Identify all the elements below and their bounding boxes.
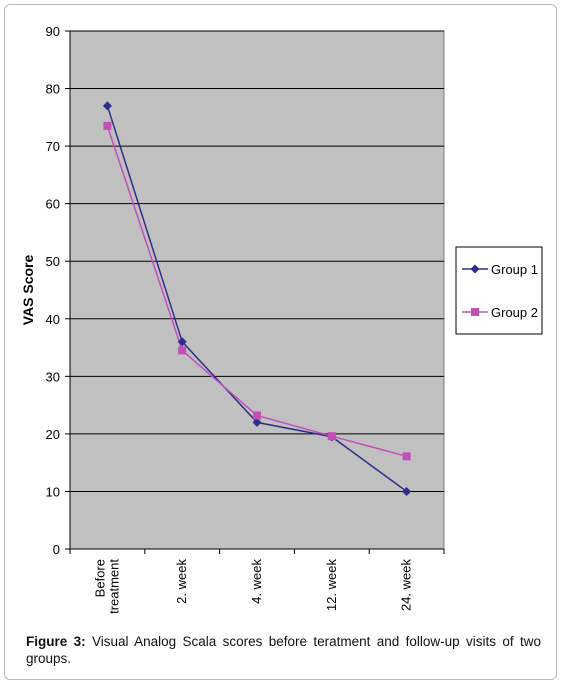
- y-tick-label: 30: [46, 369, 60, 384]
- data-point-series-1: [402, 486, 412, 496]
- line-chart: 0 10 20 30 40 50 60 70 80 90 Beforetreatment 2. wee…: [20, 24, 543, 614]
- legend-label: Group 1: [491, 262, 538, 277]
- y-tick-label: 50: [46, 254, 60, 269]
- data-point-series-2: [253, 411, 261, 420]
- data-point-series-2: [103, 121, 112, 130]
- data-point-series-1: [177, 337, 187, 347]
- plot-area: [69, 30, 445, 550]
- y-tick-label: 80: [46, 82, 60, 97]
- x-tick-label: 12. week: [324, 559, 339, 612]
- figure-caption: Figure 3: Visual Analog Scala scores bef…: [26, 633, 541, 667]
- legend-marker: [471, 308, 479, 316]
- y-axis-title: VAS Score: [20, 255, 36, 326]
- y-tick-label: 20: [46, 427, 60, 442]
- y-tick-label: 10: [46, 484, 60, 499]
- x-tick-label: Beforetreatment: [92, 559, 121, 614]
- figure-frame: [4, 4, 557, 680]
- caption-text: Visual Analog Scala scores before teratm…: [26, 634, 541, 666]
- y-tick-label: 60: [46, 197, 60, 212]
- x-tick-label: 24. week: [399, 559, 414, 612]
- data-point-series-1: [252, 417, 262, 427]
- x-tick-label: 4. week: [249, 559, 264, 604]
- x-tick-label: 2. week: [174, 559, 189, 604]
- legend-label: Group 2: [491, 305, 538, 320]
- y-tick-label: 40: [46, 312, 60, 327]
- legend-marker: [470, 264, 480, 274]
- data-point-series-2: [327, 432, 336, 441]
- legend-box: [455, 246, 543, 335]
- data-point-series-1: [102, 101, 112, 111]
- caption-label: Figure 3:: [26, 634, 86, 649]
- data-point-series-2: [402, 452, 411, 461]
- y-tick-label: 90: [46, 24, 60, 39]
- y-tick-label: 0: [53, 542, 60, 557]
- y-tick-label: 70: [46, 139, 60, 154]
- data-point-series-2: [178, 346, 187, 355]
